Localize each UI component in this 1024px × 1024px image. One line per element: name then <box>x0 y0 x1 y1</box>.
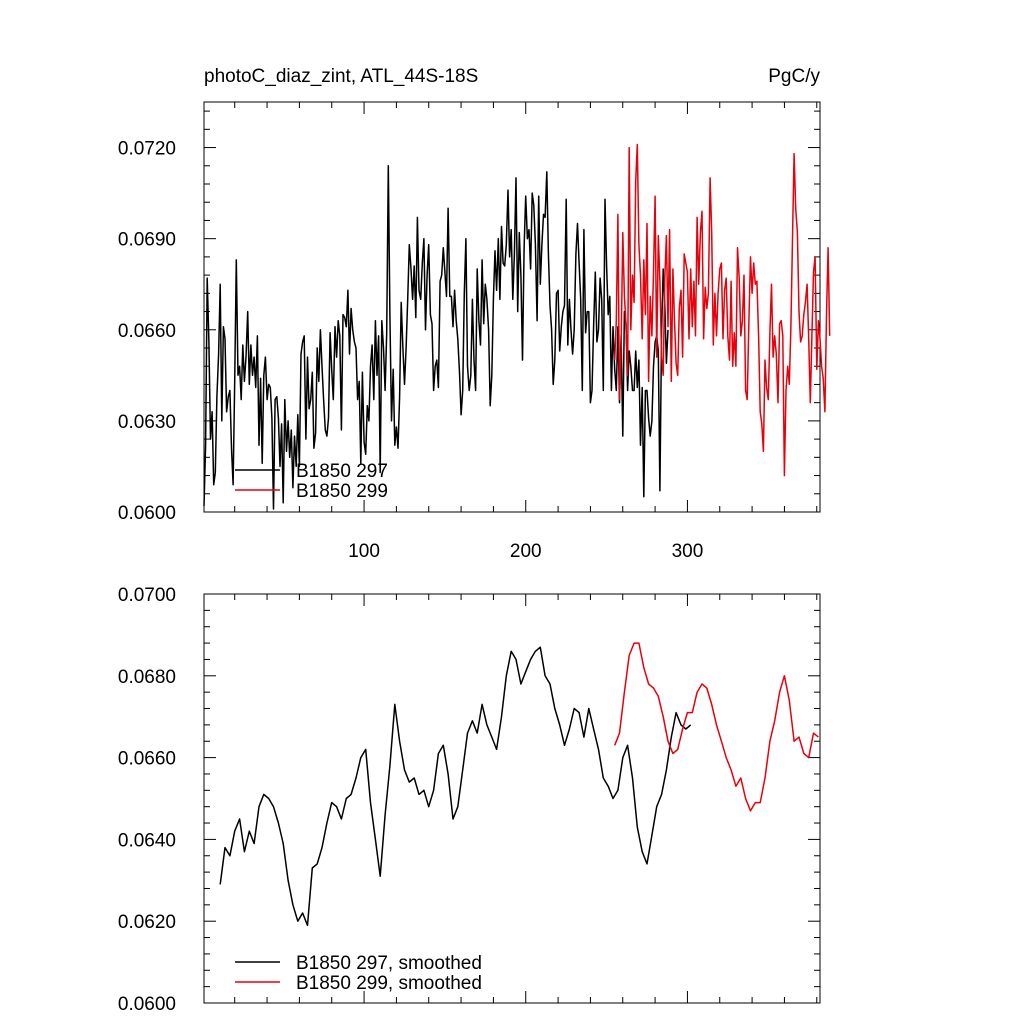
y-tick-label: 0.0630 <box>118 412 176 433</box>
bottom-panel: 0.0600 0.0620 0.0640 0.0660 0.0680 0.0700 B185… <box>118 585 821 1015</box>
chart-title: photoC_diaz_zint, ATL_44S-18S <box>204 66 478 87</box>
legend-label: B1850 297, smoothed <box>296 953 482 974</box>
y-tick-label: 0.0680 <box>118 667 176 688</box>
series-line-297 <box>219 646 692 927</box>
y-tick-label: 0.0620 <box>118 912 176 933</box>
legend-label: B1850 297 <box>296 461 388 482</box>
x-tick-label: 100 <box>348 541 380 562</box>
y-tick-label: 0.0660 <box>118 321 176 342</box>
y-tick-label: 0.0640 <box>118 830 176 851</box>
x-tick-label: 200 <box>510 541 542 562</box>
y-tick-label: 0.0690 <box>118 230 176 251</box>
plot-frame <box>203 593 821 1004</box>
y-tick-label: 0.0660 <box>118 749 176 770</box>
series-line-299 <box>613 143 831 477</box>
legend-label: B1850 299 <box>296 481 388 502</box>
legend-label: B1850 299, smoothed <box>296 973 482 994</box>
y-tick-label: 0.0600 <box>118 503 176 524</box>
plot-frame <box>203 101 821 513</box>
y-tick-label: 0.0600 <box>118 994 176 1015</box>
top-panel: 0.0600 0.0630 0.0660 0.0690 0.0720 100 200 300 B… <box>118 101 831 562</box>
series-line-299 <box>614 642 819 812</box>
y-tick-label: 0.0700 <box>118 585 176 606</box>
x-tick-label: 300 <box>672 541 704 562</box>
series-line-297 <box>203 165 669 510</box>
y-tick-label: 0.0720 <box>118 139 176 160</box>
units-label: PgC/y <box>768 66 820 87</box>
